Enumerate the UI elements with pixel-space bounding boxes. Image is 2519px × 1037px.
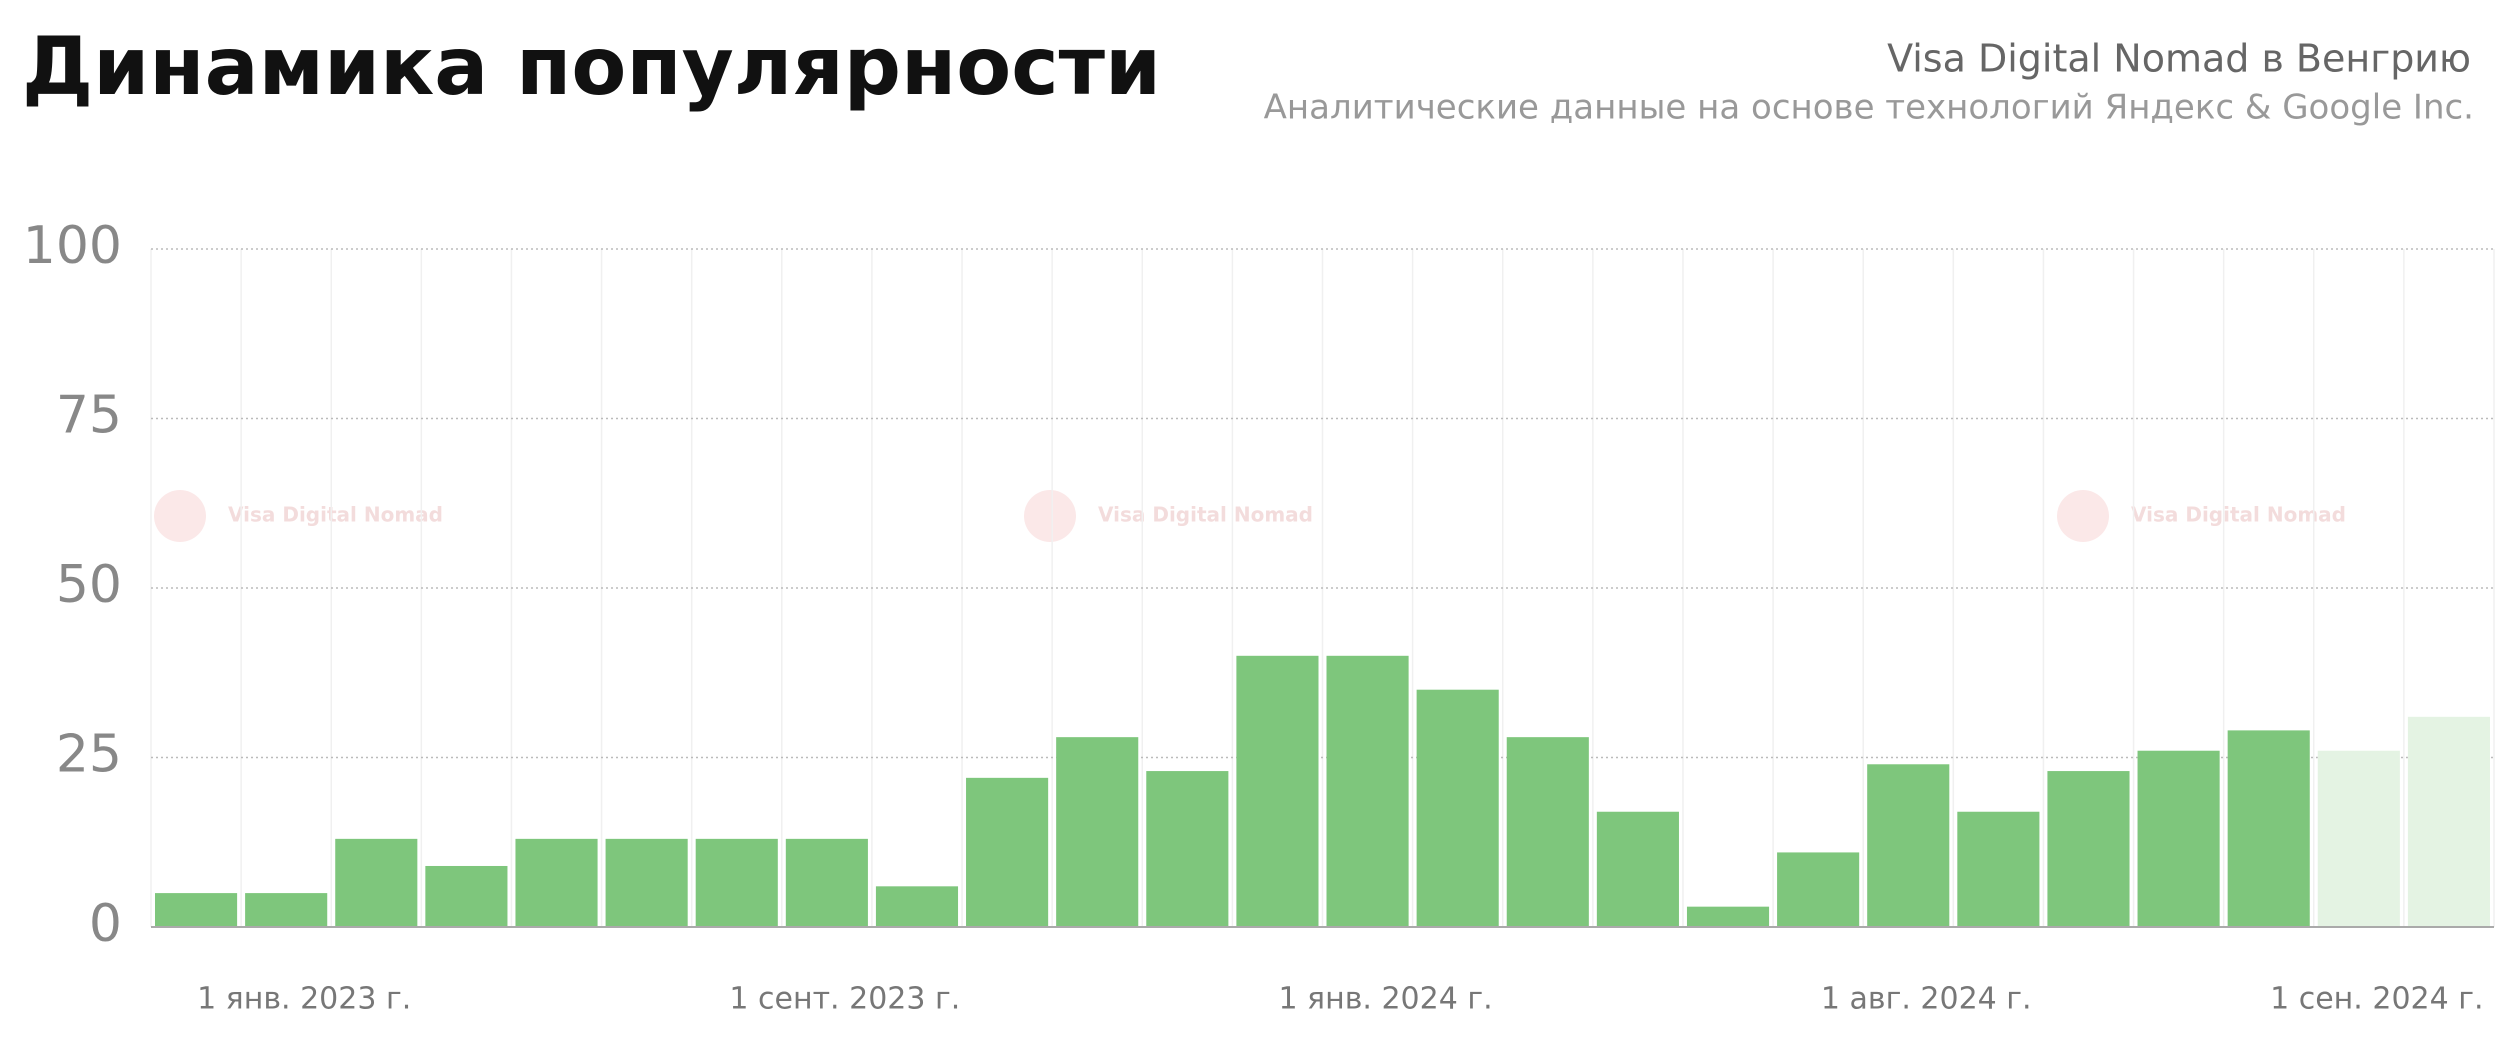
bar [515,838,598,927]
x-tick-label: 1 янв. 2024 г. [1278,982,1492,1017]
bar [695,838,778,927]
x-tick-label: 1 янв. 2023 г. [197,982,411,1017]
bar [875,886,959,927]
bar [245,893,328,927]
watermark: Visa Digital Nomad [1098,503,1313,527]
y-tick-label: 0 [89,894,122,954]
bar [1146,771,1229,927]
y-tick-label: 100 [23,216,122,276]
bar [155,893,238,927]
bar [2047,771,2130,927]
bar [1686,906,1770,927]
y-tick-label: 50 [56,555,122,615]
bar [1777,852,1860,927]
bar [2227,730,2310,927]
bar [1506,737,1589,927]
chart-caption: Аналитические данные на основе технологи… [1264,88,2474,128]
watermark-logo [1024,490,1076,542]
watermark: Visa Digital Nomad [2131,503,2346,527]
bar [1867,764,1950,927]
watermark: Visa Digital Nomad [228,503,443,527]
watermark-logo [154,490,206,542]
bar [2407,716,2490,927]
y-tick-label: 75 [56,386,122,446]
bar [2317,750,2400,927]
bar [425,865,508,927]
bar [785,838,868,927]
bar [2137,750,2220,927]
bar [1326,655,1409,927]
x-tick-label: 1 авг. 2024 г. [1821,982,2032,1017]
bar [966,777,1049,927]
x-tick-label: 1 сен. 2024 г. [2270,982,2483,1017]
chart-subtitle: Visa Digital Nomad в Венгрию [1887,37,2471,81]
x-tick-label: 1 сент. 2023 г. [729,982,960,1017]
bar [1056,737,1139,927]
watermark-logo [2057,490,2109,542]
bar [605,838,688,927]
bar [1957,811,2040,927]
bar [335,838,418,927]
chart-title: Динамика популярности [22,20,1161,113]
bar [1236,655,1319,927]
bar [1416,689,1499,927]
bar [1596,811,1679,927]
y-tick-label: 25 [56,725,122,785]
